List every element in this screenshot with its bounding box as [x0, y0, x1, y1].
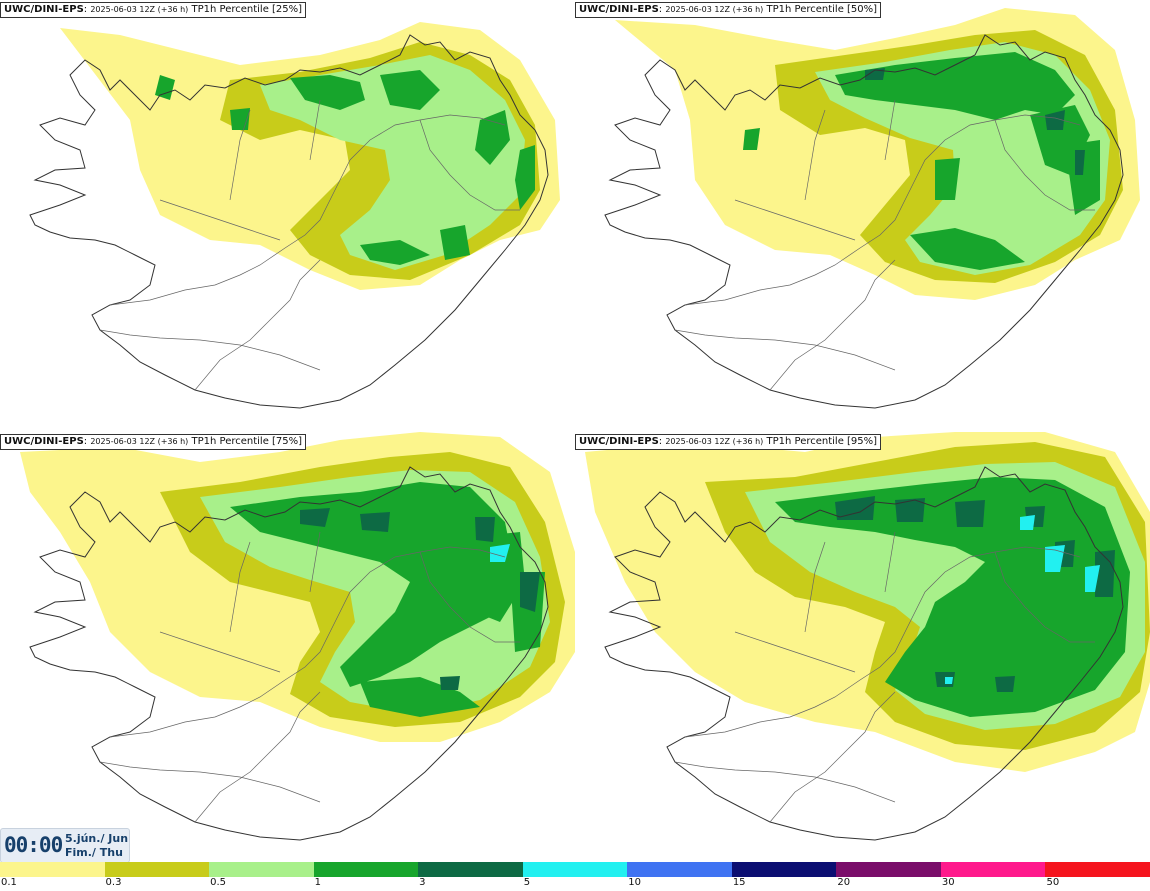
colorbar-label: 0.1	[1, 877, 17, 888]
run-time: 2025-06-03 12Z (+36 h)	[90, 5, 189, 14]
colorbar-label: 10	[628, 877, 641, 888]
colorbar-label: 30	[941, 877, 955, 888]
panel-title: UWC/DINI-EPS: 2025-06-03 12Z (+36 h) TP1…	[0, 2, 307, 18]
valid-date-line2: Fim./ Thu	[65, 846, 123, 859]
field-name: TP1h Percentile [95%]	[766, 436, 878, 447]
panel-title: UWC/DINI-EPS: 2025-06-03 12Z (+36 h) TP1…	[0, 434, 307, 450]
colorbar-labels: 0.1 0.3 0.5 1 3 5 10 15 20 30 50	[0, 877, 1150, 891]
colorbar-segment	[522, 862, 628, 877]
valid-date-line1: 5.jún./ Jun	[65, 832, 129, 845]
colorbar-segment	[418, 862, 523, 877]
colorbar-label: 0.5	[210, 877, 226, 888]
valid-date: 5.jún./ Jun Fim./ Thu	[65, 832, 128, 860]
colorbar-segment	[731, 862, 837, 877]
colorbar-label: 5	[523, 877, 531, 888]
colorbar-segment	[313, 862, 419, 877]
colorbar-segment	[940, 862, 1046, 877]
model-name: UWC/DINI-EPS	[4, 436, 84, 447]
precip-field	[20, 432, 575, 742]
colorbar-segment	[1045, 862, 1150, 877]
map-panel-p25: UWC/DINI-EPS: 2025-06-03 12Z (+36 h) TP1…	[0, 0, 575, 432]
precip-map	[29, 22, 560, 409]
colorbar-segments	[0, 862, 1150, 877]
run-time: 2025-06-03 12Z (+36 h)	[90, 437, 189, 446]
colorbar-label: 15	[732, 877, 746, 888]
precip-map	[604, 8, 1140, 409]
run-time: 2025-06-03 12Z (+36 h)	[665, 437, 764, 446]
colorbar-label: 20	[837, 877, 851, 888]
colorbar-segment	[627, 862, 732, 877]
field-name: TP1h Percentile [25%]	[191, 4, 303, 15]
valid-time-clock: 00:00	[4, 833, 63, 857]
run-time: 2025-06-03 12Z (+36 h)	[665, 5, 764, 14]
colorbar-label: 3	[419, 877, 426, 888]
panel-title: UWC/DINI-EPS: 2025-06-03 12Z (+36 h) TP1…	[575, 434, 882, 450]
colorbar-segment	[104, 862, 210, 877]
colorbar-label: 1	[314, 877, 321, 888]
precip-field	[60, 22, 560, 290]
colorbar-label: 0.3	[105, 877, 122, 888]
precip-map	[20, 432, 575, 841]
panel-title: UWC/DINI-EPS: 2025-06-03 12Z (+36 h) TP1…	[575, 2, 882, 18]
map-panel-p75: UWC/DINI-EPS: 2025-06-03 12Z (+36 h) TP1…	[0, 432, 575, 864]
field-name: TP1h Percentile [50%]	[766, 4, 878, 15]
precip-field	[615, 8, 1140, 300]
precip-map	[585, 432, 1150, 841]
colorbar-segment	[836, 862, 941, 877]
precip-field	[585, 432, 1150, 772]
colorbar-label: 50	[1046, 877, 1060, 888]
model-name: UWC/DINI-EPS	[4, 4, 84, 15]
valid-time-box: 00:00 5.jún./ Jun Fim./ Thu	[0, 828, 130, 863]
precip-colorbar: 0.1 0.3 0.5 1 3 5 10 15 20 30 50	[0, 862, 1150, 891]
colorbar-segment	[0, 862, 105, 877]
colorbar-segment	[209, 862, 314, 877]
model-name: UWC/DINI-EPS	[579, 4, 659, 15]
model-name: UWC/DINI-EPS	[579, 436, 659, 447]
map-panel-p95: UWC/DINI-EPS: 2025-06-03 12Z (+36 h) TP1…	[575, 432, 1150, 864]
map-panel-p50: UWC/DINI-EPS: 2025-06-03 12Z (+36 h) TP1…	[575, 0, 1150, 432]
field-name: TP1h Percentile [75%]	[191, 436, 303, 447]
